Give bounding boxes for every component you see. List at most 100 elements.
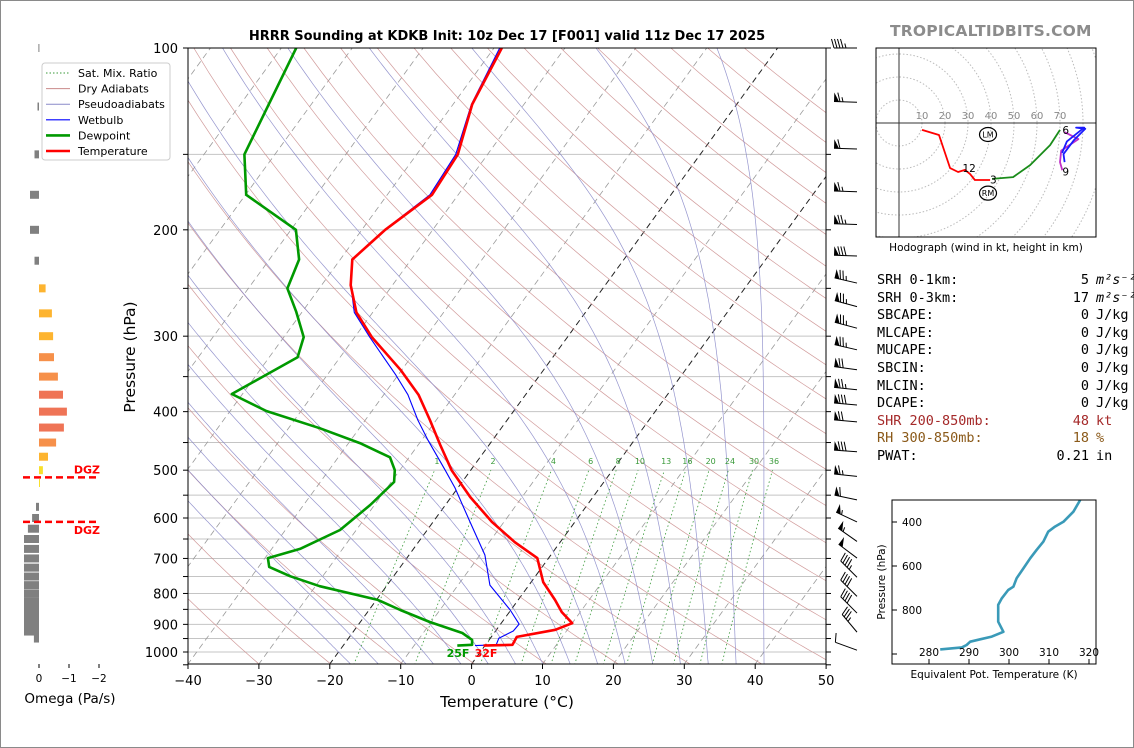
x-tick-label: 10 xyxy=(534,674,551,689)
pseudoadiabat xyxy=(188,80,599,664)
hodograph-ring-label: 60 xyxy=(1031,111,1044,122)
hodograph-area: 10 20 30 40 50 60 70 6 9 12 3 LM RM xyxy=(876,48,1096,237)
dry-adiabat xyxy=(266,48,826,544)
wind-barb xyxy=(840,588,858,614)
hodograph-height-label: 6 xyxy=(1062,125,1069,137)
barb-pennant xyxy=(834,394,840,404)
hodograph-ring-label: 70 xyxy=(1054,111,1067,122)
wind-barb xyxy=(833,92,858,103)
storm-motion-marker xyxy=(978,185,998,201)
dgz-label: DGZ xyxy=(74,463,100,476)
stat-unit: in xyxy=(1096,447,1113,464)
hodograph-ring-label: 50 xyxy=(1008,111,1021,122)
barb-staff xyxy=(833,190,858,193)
pseudoadiabat xyxy=(595,48,737,664)
hodograph-trace xyxy=(992,129,1061,180)
barb-full xyxy=(834,632,837,643)
hodograph-trace xyxy=(1061,126,1087,163)
x-tick-label: 20 xyxy=(605,674,622,689)
stat-value: 18 xyxy=(1072,430,1089,447)
barb-full xyxy=(837,38,841,49)
pseudoadiabat xyxy=(188,321,489,664)
barb-full xyxy=(840,588,846,598)
y-tick-label: 700 xyxy=(153,552,178,567)
omega-bar xyxy=(24,620,39,629)
mixing-ratio-line xyxy=(414,470,492,664)
barb-half xyxy=(847,617,852,622)
hodograph-height-label: 9 xyxy=(1062,166,1069,178)
skewt-background: 1 2 4 6 8 10 13 16 20 24 30 36 xyxy=(188,48,826,664)
x-axis-label: Temperature (°C) xyxy=(439,693,574,711)
plot-frame xyxy=(187,47,827,665)
dry-adiabat xyxy=(188,598,260,664)
barb-full xyxy=(837,139,841,149)
wind-barb xyxy=(834,313,858,329)
barb-pennant xyxy=(834,139,840,149)
pseudoadiabat xyxy=(188,500,351,664)
barb-full xyxy=(840,441,844,451)
dry-adiabat xyxy=(188,161,763,664)
barb-full xyxy=(834,38,838,49)
thetae-y-tick-label: 600 xyxy=(902,561,922,573)
wind-barb xyxy=(841,606,858,633)
dry-adiabat xyxy=(487,48,826,332)
y-tick-label: 100 xyxy=(153,42,178,57)
wind-barb xyxy=(833,139,858,150)
dry-adiabat xyxy=(188,345,547,664)
mixing-ratio-label: 6 xyxy=(588,457,593,466)
omega-x-tick-label: 0 xyxy=(36,673,43,685)
hodograph-height-label: 12 xyxy=(962,163,975,175)
omega-bar xyxy=(39,478,40,487)
isotherm xyxy=(188,48,495,470)
omega-bar xyxy=(39,284,46,293)
barb-full xyxy=(843,441,847,452)
stat-row: DCAPE: 0 J/kg xyxy=(877,395,1134,413)
dry-adiabat xyxy=(188,283,619,664)
stat-label: SRH 0-3km: xyxy=(877,289,959,306)
barb-full xyxy=(842,554,848,564)
stat-unit: J/kg xyxy=(1096,307,1129,324)
barb-half xyxy=(844,219,847,225)
wind-barb xyxy=(834,378,858,391)
storm-motion-marker xyxy=(978,126,998,143)
barb-half xyxy=(841,97,844,102)
barb-pennant xyxy=(836,504,841,515)
y-tick-label: 200 xyxy=(153,224,178,239)
dewpoint-line xyxy=(230,48,474,647)
barb-full xyxy=(843,608,850,618)
isotherm xyxy=(258,48,708,664)
dgz-label: DGZ xyxy=(74,524,100,537)
isotherm xyxy=(188,48,424,373)
mixing-ratio-label: 1 xyxy=(434,457,439,466)
stat-unit: m²s⁻² xyxy=(1096,272,1134,288)
barb-half xyxy=(848,565,852,570)
thetae-x-tick-label: 310 xyxy=(1039,647,1059,659)
stat-unit: J/kg xyxy=(1096,395,1129,412)
wind-barb xyxy=(833,181,858,193)
stats-panel: SRH 0-1km: 5 m²s⁻² SRH 0-3km: 17 m²s⁻² SBCAPE:… xyxy=(877,272,1134,466)
barb-staff xyxy=(833,147,858,150)
mixing-ratio-line xyxy=(699,470,753,664)
surface-dewpoint-label: 25F xyxy=(447,647,470,660)
omega-bar xyxy=(39,407,67,416)
y-tick-label: 300 xyxy=(153,330,178,345)
x-tick-label: −20 xyxy=(316,674,343,689)
barb-pennant xyxy=(834,313,840,324)
legend: Sat. Mix. Ratio Dry Adiabats Pseudoadiabat… xyxy=(41,62,171,161)
barb-full xyxy=(840,552,846,562)
stat-value: 0.21 xyxy=(1056,447,1089,464)
mixing-ratio-line xyxy=(721,470,773,664)
barb-full xyxy=(844,592,851,602)
omega-x-label: Omega (Pa/s) xyxy=(24,691,115,707)
hodograph-ring-label: 20 xyxy=(939,111,952,122)
barb-pennant xyxy=(838,520,844,532)
barb-full xyxy=(840,394,844,404)
omega-bar xyxy=(39,466,43,475)
storm-motion-label: LM xyxy=(982,131,993,140)
isotherm xyxy=(400,78,826,664)
thetae-frame xyxy=(891,499,1097,665)
barb-pennant xyxy=(834,465,840,475)
mixing-ratio-label: 8 xyxy=(616,457,621,466)
dry-adiabat xyxy=(193,48,826,621)
